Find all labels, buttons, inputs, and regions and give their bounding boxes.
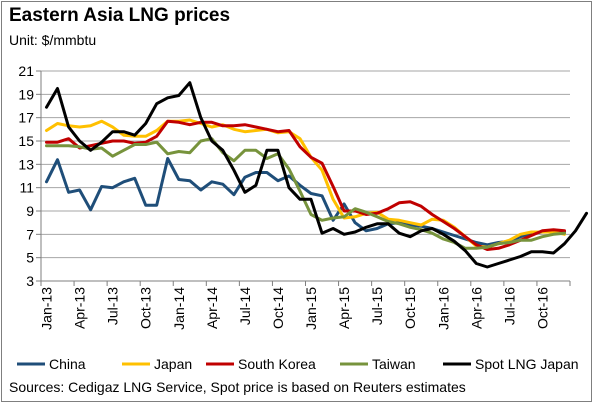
y-tick-label: 19 <box>18 86 34 102</box>
x-tick-label: Jan-15 <box>303 287 319 330</box>
legend: China Japan South Korea Taiwan Spot LNG Japa… <box>17 356 579 372</box>
x-axis-ticks: Jan-13 Apr-13 Jul-13 Oct-13 Jan-14 Apr-14 Jul-… <box>39 281 571 330</box>
x-tick-label: Oct-15 <box>402 287 418 329</box>
x-tick-label: Jul-14 <box>237 287 253 325</box>
y-tick-label: 7 <box>26 226 34 242</box>
x-tick-label: Oct-16 <box>534 287 550 329</box>
x-tick-label: Apr-16 <box>468 287 484 329</box>
x-tick-label: Apr-13 <box>72 287 88 329</box>
legend-label: Japan <box>154 356 192 372</box>
series-line-taiwan <box>45 137 566 250</box>
series-line-japan <box>45 118 566 249</box>
chart-subtitle: Unit: $/mmbtu <box>9 32 97 48</box>
x-tick-label: Apr-14 <box>204 287 220 329</box>
legend-label: South Korea <box>238 356 316 372</box>
series-line-south-korea <box>45 119 566 251</box>
series-line-spot-lng-japan <box>45 81 588 269</box>
x-tick-label: Oct-14 <box>270 287 286 329</box>
y-tick-label: 15 <box>18 133 34 149</box>
x-tick-label: Apr-15 <box>336 287 352 329</box>
legend-label: China <box>49 356 86 372</box>
y-tick-label: 5 <box>26 250 34 266</box>
series-line-china <box>45 157 566 247</box>
x-tick-label: Jan-16 <box>435 287 451 330</box>
x-tick-label: Jan-14 <box>171 287 187 330</box>
gridlines <box>41 70 570 259</box>
y-tick-label: 11 <box>19 180 34 196</box>
x-tick-label: Jul-13 <box>105 287 121 325</box>
y-tick-label: 17 <box>18 110 34 126</box>
x-tick-label: Jul-15 <box>369 287 385 325</box>
chart-title: Eastern Asia LNG prices <box>9 5 231 26</box>
legend-label: Taiwan <box>372 356 416 372</box>
y-tick-label: 9 <box>26 203 34 219</box>
series-lines <box>45 81 588 269</box>
x-tick-label: Jul-16 <box>501 287 517 325</box>
source-note: Sources: Cedigaz LNG Service, Spot price… <box>9 379 466 395</box>
y-tick-label: 21 <box>18 63 34 79</box>
x-tick-label: Oct-13 <box>138 287 154 329</box>
y-tick-label: 13 <box>18 156 34 172</box>
legend-label: Spot LNG Japan <box>475 356 579 372</box>
x-tick-label: Jan-13 <box>39 287 55 330</box>
y-axis-ticks: 3 5 7 9 11 13 15 17 19 21 <box>18 63 41 289</box>
y-tick-label: 3 <box>26 273 34 289</box>
